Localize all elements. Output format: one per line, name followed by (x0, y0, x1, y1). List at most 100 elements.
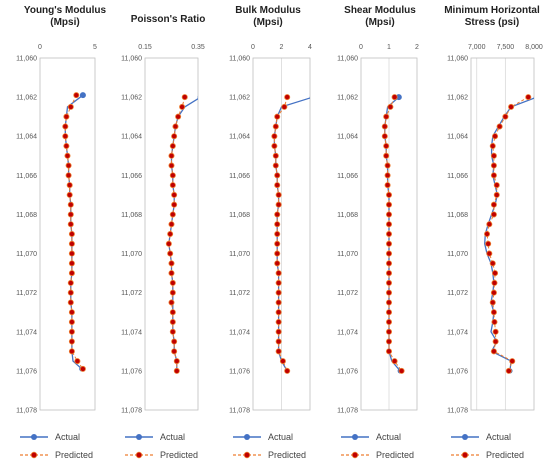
panel-4: Shear Modulus(Mpsi) 0 1 2 11,060 11,062 11,064… (337, 5, 419, 460)
predicted-point (492, 133, 499, 140)
predicted-point (484, 230, 491, 237)
legend-actual-label: Actual (268, 432, 293, 442)
y-tick-label: 11,066 (337, 173, 358, 180)
predicted-point (169, 172, 176, 179)
y-tick-label: 11,066 (16, 173, 37, 180)
panel-title: Stress (psi) (465, 17, 519, 28)
predicted-point (73, 92, 80, 99)
predicted-point (385, 328, 392, 335)
y-tick-label: 11,068 (337, 212, 358, 219)
panel-title: Minimum Horizontal (444, 5, 540, 16)
predicted-point (492, 328, 499, 335)
legend-actual-label: Actual (376, 432, 401, 442)
predicted-point (168, 152, 175, 159)
series-area (271, 94, 310, 374)
x-tick-label: 2 (280, 44, 284, 51)
predicted-point (169, 328, 176, 335)
predicted-point (168, 299, 175, 306)
predicted-point (274, 113, 281, 120)
predicted-point (79, 365, 86, 372)
y-tick-label: 11,062 (447, 95, 468, 102)
y-tick-label: 11,072 (16, 290, 37, 297)
predicted-point (62, 123, 69, 130)
predicted-point (63, 142, 70, 149)
predicted-point (486, 250, 493, 257)
legend: Actual Predicted (341, 432, 414, 460)
y-tick-label: 11,070 (16, 251, 37, 258)
predicted-point (171, 191, 178, 198)
predicted-point (384, 182, 391, 189)
predicted-point (64, 152, 71, 159)
y-tick-label: 11,060 (16, 56, 37, 63)
y-tick-label: 11,076 (16, 368, 37, 375)
y-tick-label: 11,072 (229, 290, 250, 297)
predicted-point (385, 338, 392, 345)
y-tick-label: 11,060 (121, 56, 142, 63)
panel-title: (Mpsi) (253, 17, 282, 28)
predicted-point (68, 309, 75, 316)
predicted-point (68, 348, 75, 355)
legend-actual-label: Actual (486, 432, 511, 442)
panel-title: Shear Modulus (344, 5, 416, 16)
y-tick-label: 11,064 (447, 134, 468, 141)
y-tick-label: 11,074 (337, 329, 358, 336)
y-tick-label: 11,062 (229, 95, 250, 102)
plot-frame (360, 57, 418, 411)
predicted-point (169, 182, 176, 189)
predicted-point (275, 328, 282, 335)
legend-predicted-label: Predicted (55, 450, 93, 460)
predicted-point (284, 94, 291, 101)
predicted-point (490, 348, 497, 355)
predicted-point (489, 299, 496, 306)
actual-point (79, 92, 86, 99)
y-tick-label: 11,066 (447, 173, 468, 180)
legend-actual-marker (462, 434, 468, 440)
series-area (165, 94, 198, 374)
y-tick-label: 11,062 (16, 95, 37, 102)
x-tick-label: 0 (359, 44, 363, 51)
predicted-point (67, 221, 74, 228)
predicted-point (68, 250, 75, 257)
predicted-point (171, 133, 178, 140)
predicted-point (383, 113, 390, 120)
predicted-point (490, 162, 497, 169)
predicted-point (274, 250, 281, 257)
predicted-point (490, 201, 497, 208)
y-tick-label: 11,074 (447, 329, 468, 336)
predicted-point (169, 279, 176, 286)
y-tick-label: 11,076 (337, 368, 358, 375)
predicted-point (272, 152, 279, 159)
y-tick-label: 11,078 (121, 408, 142, 415)
legend-predicted-marker (351, 451, 359, 459)
predicted-point (385, 289, 392, 296)
panel-title: (Mpsi) (50, 17, 79, 28)
predicted-point (66, 182, 73, 189)
predicted-point (275, 318, 282, 325)
legend-predicted-label: Predicted (486, 450, 524, 460)
predicted-point (485, 240, 492, 247)
legend-predicted-marker (461, 451, 469, 459)
predicted-point (271, 142, 278, 149)
predicted-point (385, 221, 392, 228)
predicted-point (172, 123, 179, 130)
predicted-point (505, 367, 512, 374)
y-tick-label: 11,066 (229, 173, 250, 180)
predicted-point (169, 309, 176, 316)
predicted-point (274, 221, 281, 228)
predicted-point (67, 201, 74, 208)
predicted-point (385, 240, 392, 247)
predicted-point (385, 279, 392, 286)
predicted-point (275, 279, 282, 286)
legend-predicted-label: Predicted (376, 450, 414, 460)
y-tick-label: 11,074 (229, 329, 250, 336)
predicted-point (490, 152, 497, 159)
predicted-point (284, 367, 291, 374)
panel-title: Poisson's Ratio (131, 14, 206, 25)
predicted-point (490, 211, 497, 218)
y-tick-label: 11,064 (229, 134, 250, 141)
predicted-point (275, 348, 282, 355)
panel-title: Young's Modulus (24, 5, 107, 16)
legend: Actual Predicted (125, 432, 198, 460)
predicted-point (168, 270, 175, 277)
panel-title: (Mpsi) (365, 17, 394, 28)
